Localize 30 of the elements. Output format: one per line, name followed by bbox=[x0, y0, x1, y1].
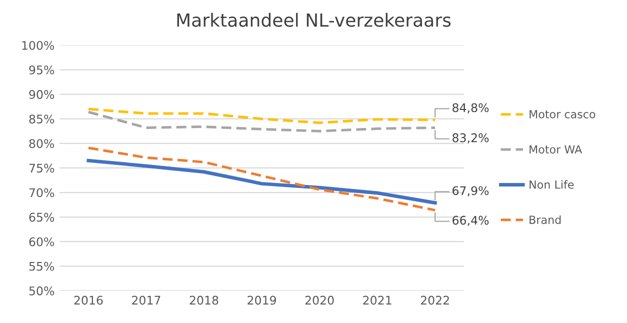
x-tick-label: 2022 bbox=[420, 296, 449, 305]
y-tick-label: 85% bbox=[29, 114, 54, 124]
y-tick-label: 70% bbox=[29, 188, 54, 198]
y-tick-label: 95% bbox=[29, 65, 54, 74]
x-tick-label: 2019 bbox=[248, 296, 276, 305]
x-tick-label: 2021 bbox=[363, 296, 392, 305]
y-tick-label: 90% bbox=[29, 90, 54, 99]
y-tick-label: 65% bbox=[29, 212, 54, 222]
line-series bbox=[87, 108, 436, 124]
chart-title: Marktaandeel NL-verzekeraars bbox=[177, 12, 451, 27]
y-tick-label: 60% bbox=[29, 237, 54, 246]
data-label: 67,9% bbox=[452, 186, 489, 196]
x-tick-label: 2016 bbox=[74, 296, 103, 305]
y-tick-label: 55% bbox=[29, 262, 54, 271]
line-series bbox=[86, 158, 437, 205]
legend-label: Brand bbox=[530, 215, 561, 224]
x-tick-label: 2017 bbox=[132, 296, 160, 305]
legend-label: Non Life bbox=[530, 180, 574, 189]
y-tick-label: 50% bbox=[29, 286, 54, 296]
y-tick-label: 100% bbox=[22, 40, 54, 50]
y-tick-label: 75% bbox=[29, 164, 54, 173]
legend-label: Motor WA bbox=[530, 145, 582, 154]
legend-label: Motor casco bbox=[530, 110, 596, 118]
x-tick-label: 2018 bbox=[190, 296, 218, 305]
x-tick-label: 2020 bbox=[305, 296, 334, 305]
data-label: 66,4% bbox=[452, 216, 489, 226]
data-label: 84,8% bbox=[452, 103, 489, 114]
data-label: 83,2% bbox=[452, 133, 489, 144]
line-series bbox=[87, 146, 436, 212]
y-tick-label: 80% bbox=[29, 139, 54, 148]
